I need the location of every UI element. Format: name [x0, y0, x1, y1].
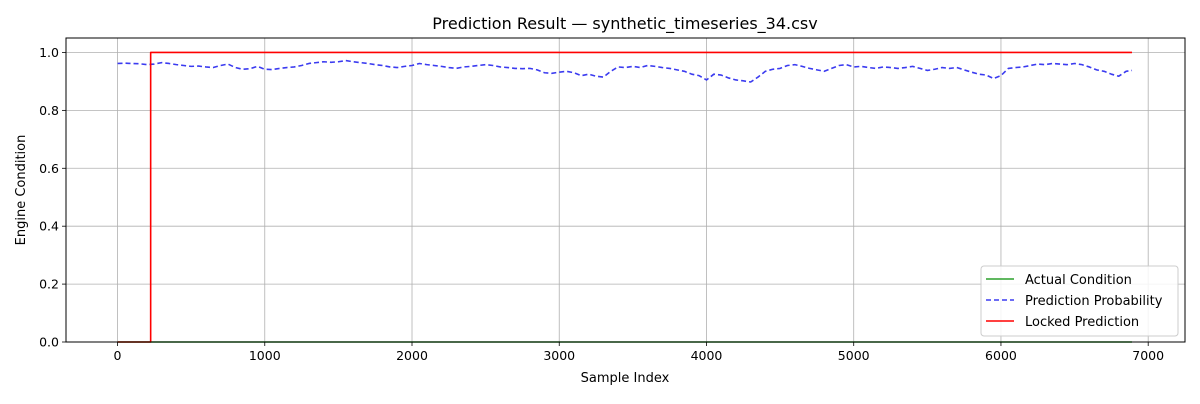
x-tick-label: 2000: [396, 348, 428, 363]
y-tick-label: 0.2: [39, 277, 59, 292]
y-axis: 0.0 0.2 0.4 0.6 0.8 1.0: [39, 45, 66, 350]
x-axis: 0 1000 2000 3000 4000 5000 6000 7000: [114, 342, 1164, 363]
y-tick-label: 0.0: [39, 335, 59, 350]
x-tick-label: 1000: [249, 348, 281, 363]
y-tick-label: 1.0: [39, 45, 59, 60]
y-axis-title: Engine Condition: [14, 135, 29, 246]
x-tick-label: 3000: [543, 348, 575, 363]
legend-label-actual-condition: Actual Condition: [1025, 273, 1132, 288]
y-tick-label: 0.4: [39, 219, 59, 234]
legend-label-locked-prediction: Locked Prediction: [1025, 315, 1139, 330]
legend-label-prediction-probability: Prediction Probability: [1025, 294, 1163, 309]
y-tick-label: 0.8: [39, 103, 59, 118]
y-tick-label: 0.6: [39, 161, 59, 176]
legend-box: [980, 265, 1179, 337]
x-tick-label: 6000: [985, 348, 1017, 363]
x-axis-title: Sample Index: [581, 371, 670, 386]
x-tick-label: 4000: [691, 348, 723, 363]
x-tick-label: 7000: [1132, 348, 1164, 363]
legend: Actual Condition Prediction Probability …: [980, 265, 1179, 337]
x-tick-label: 0: [114, 348, 122, 363]
series-line-prediction-probability: [117, 59, 1133, 83]
x-tick-label: 5000: [838, 348, 870, 363]
plot-frame: [65, 37, 1186, 343]
chart-title: Prediction Result — synthetic_timeseries…: [432, 14, 817, 34]
